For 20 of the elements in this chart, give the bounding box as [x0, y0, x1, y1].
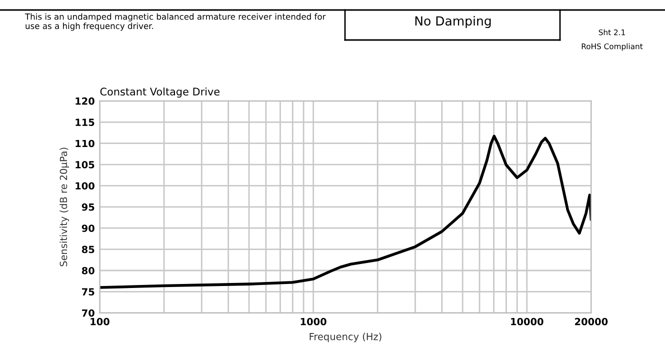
y-tick-label: 95	[82, 203, 94, 211]
x-tick-label: 1000	[300, 318, 326, 326]
y-tick-label: 105	[76, 161, 94, 168]
y-tick-label: 120	[76, 97, 94, 105]
y-tick-label: 70	[82, 309, 94, 317]
y-tick-label: 110	[76, 140, 94, 148]
x-tick-label: 10000	[511, 318, 544, 326]
y-tick-label: 75	[82, 288, 94, 296]
y-tick-label: 100	[76, 182, 94, 190]
chart-title: Constant Voltage Drive	[100, 87, 220, 98]
y-axis-title: Sensitivity (dB re 20µPa)	[60, 148, 70, 266]
x-tick-label: 100	[90, 318, 110, 326]
text: This is an undamped magnetic balanced armature receiver intended for use as a high frequency driver.	[24, 13, 326, 31]
text: No Damping	[415, 16, 491, 28]
y-tick-label: 80	[82, 266, 94, 274]
y-tick-label: 85	[82, 246, 94, 254]
x-tick-label: 20000	[575, 318, 608, 326]
y-tick-label: 115	[76, 118, 94, 126]
x-axis-title: Frequency (Hz)	[310, 332, 382, 342]
y-tick-label: 90	[82, 224, 94, 232]
